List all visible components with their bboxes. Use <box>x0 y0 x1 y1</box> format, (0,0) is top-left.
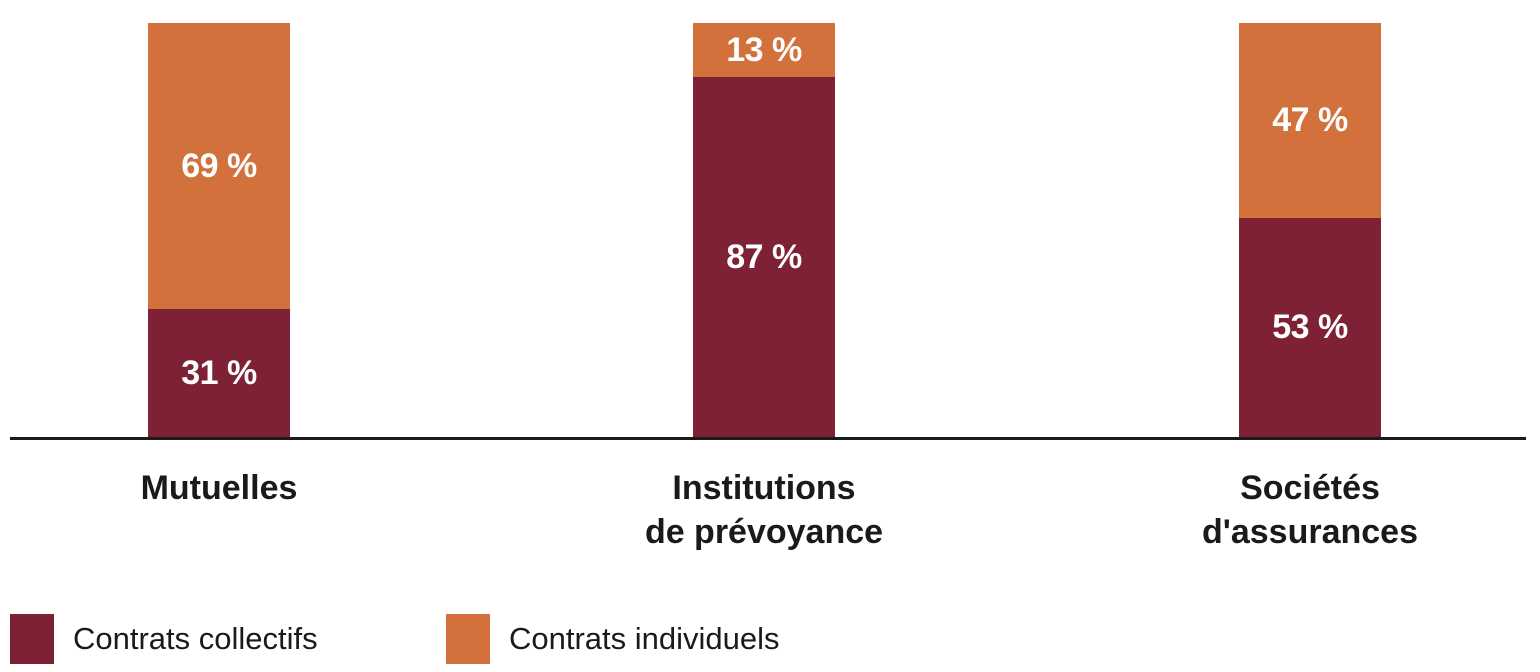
bar-value-label: 13 % <box>726 30 802 69</box>
category-label-mutuelles: Mutuelles <box>140 469 298 507</box>
bar-value-label: 69 % <box>181 146 257 185</box>
category-label-institutions-de-pr-voyance: Institutions de prévoyance <box>644 469 884 551</box>
bar-value-label: 87 % <box>726 237 802 276</box>
bar-segment-contrats-collectifs: 31 % <box>148 308 290 437</box>
x-axis-line <box>10 437 1526 440</box>
legend-item-contrats-collectifs: Contrats collectifs <box>10 614 318 664</box>
bar-segment-contrats-individuels: 69 % <box>148 23 290 309</box>
bar-segment-contrats-collectifs: 53 % <box>1239 217 1381 437</box>
legend-swatch-contrats-collectifs <box>10 614 54 664</box>
legend-label-contrats-collectifs: Contrats collectifs <box>73 621 318 656</box>
legend-swatch-contrats-individuels <box>446 614 490 664</box>
legend-label-contrats-individuels: Contrats individuels <box>509 621 780 656</box>
bar-segment-contrats-collectifs: 87 % <box>693 76 835 437</box>
bar-value-label: 31 % <box>181 353 257 392</box>
bar-value-label: 47 % <box>1272 101 1348 140</box>
bar-segment-contrats-individuels: 47 % <box>1239 23 1381 218</box>
bar-value-label: 53 % <box>1272 308 1348 347</box>
bar-segment-contrats-individuels: 13 % <box>693 23 835 77</box>
legend-item-contrats-individuels: Contrats individuels <box>446 614 780 664</box>
legend: Contrats collectifs Contrats individuels <box>0 614 1540 664</box>
category-label-soci-t-s-d-assurances: Sociétés d'assurances <box>1202 469 1418 551</box>
